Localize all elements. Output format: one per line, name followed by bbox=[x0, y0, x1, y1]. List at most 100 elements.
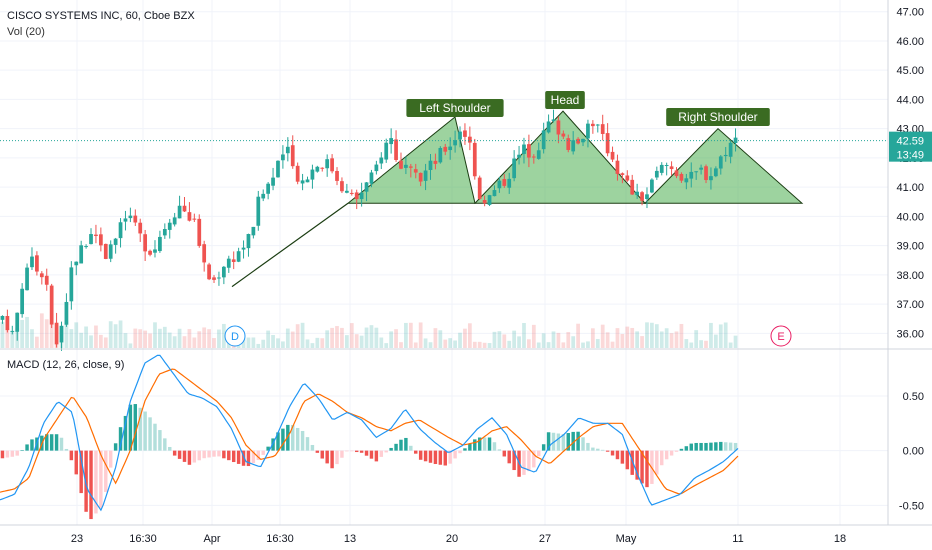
macd-hist-bar-82 bbox=[404, 437, 408, 451]
macd-hist-bar-136 bbox=[669, 450, 674, 456]
candle-body-120 bbox=[590, 123, 595, 127]
volume-bar-135 bbox=[664, 328, 669, 348]
macd-hist-bar-149 bbox=[733, 442, 738, 451]
candle-body-50 bbox=[246, 234, 251, 249]
candle-body-42 bbox=[207, 264, 211, 280]
candle-body-129 bbox=[635, 191, 640, 196]
candle-body-34 bbox=[167, 222, 172, 230]
macd-hist-bar-122 bbox=[600, 449, 605, 451]
candle-body-17 bbox=[84, 246, 88, 248]
macd-hist-bar-83 bbox=[409, 445, 413, 451]
macd-hist-bar-75 bbox=[369, 450, 374, 459]
candle-body-104 bbox=[512, 158, 517, 179]
candle-body-106 bbox=[522, 144, 526, 154]
candle-body-45 bbox=[221, 266, 226, 278]
macd-hist-bar-131 bbox=[645, 450, 649, 488]
volume-bar-62 bbox=[305, 339, 310, 348]
volume-bar-147 bbox=[723, 322, 728, 348]
macd-hist-bar-5 bbox=[25, 444, 29, 451]
volume-bar-10 bbox=[49, 320, 54, 348]
candle-body-93 bbox=[458, 131, 462, 140]
macd-hist-bar-42 bbox=[207, 450, 211, 458]
volume-bar-70 bbox=[344, 335, 349, 348]
y-tick-label-11: 36.00 bbox=[896, 328, 924, 340]
candle-body-107 bbox=[527, 144, 531, 158]
volume-bar-133 bbox=[654, 324, 659, 348]
candle-body-31 bbox=[153, 249, 157, 253]
left-shoulder-triangle bbox=[346, 116, 476, 204]
volume-bar-15 bbox=[74, 322, 79, 348]
volume-bar-2 bbox=[10, 331, 15, 348]
macd-hist-bar-110 bbox=[541, 444, 546, 451]
volume-bar-149 bbox=[733, 335, 738, 348]
volume-bar-145 bbox=[713, 334, 718, 348]
candle-body-13 bbox=[64, 301, 69, 325]
volume-bar-61 bbox=[300, 322, 305, 348]
candle-body-82 bbox=[404, 164, 408, 168]
volume-bar-27 bbox=[133, 328, 138, 348]
y-tick-label-6: 41.00 bbox=[896, 182, 924, 194]
macd-hist-bar-3 bbox=[15, 450, 19, 456]
macd-legend: MACD (12, 26, close, 9) bbox=[7, 359, 125, 371]
candle-body-105 bbox=[517, 154, 521, 158]
macd-hist-bar-108 bbox=[532, 450, 536, 468]
candle-body-61 bbox=[300, 180, 305, 184]
volume-bar-127 bbox=[625, 326, 630, 348]
candle-body-28 bbox=[138, 222, 143, 234]
macd-hist-bar-10 bbox=[49, 434, 54, 451]
candle-body-16 bbox=[79, 245, 84, 264]
macd-hist-bar-30 bbox=[148, 417, 152, 451]
volume-bar-91 bbox=[448, 338, 453, 348]
volume-bar-9 bbox=[44, 319, 49, 348]
macd-hist-bar-92 bbox=[453, 450, 457, 459]
macd-hist-bar-29 bbox=[143, 411, 147, 451]
macd-hist-bar-2 bbox=[10, 450, 15, 457]
y-tick-label-3: 44.00 bbox=[896, 94, 924, 106]
candle-body-9 bbox=[44, 275, 49, 285]
candle-body-88 bbox=[433, 160, 438, 164]
macd-hist-bar-99 bbox=[487, 437, 492, 451]
y-tick-label-8: 39.00 bbox=[896, 241, 924, 253]
volume-bar-136 bbox=[669, 333, 674, 348]
candle-body-49 bbox=[241, 247, 246, 250]
candle-body-41 bbox=[202, 244, 207, 263]
dividend-marker-circle bbox=[224, 325, 246, 347]
volume-bar-1 bbox=[5, 328, 10, 348]
candle-body-60 bbox=[295, 165, 300, 182]
volume-bar-84 bbox=[413, 342, 418, 348]
macd-hist-bar-66 bbox=[325, 450, 329, 464]
volume-bar-40 bbox=[197, 331, 202, 348]
volume-bar-98 bbox=[482, 342, 487, 348]
candle-body-39 bbox=[192, 218, 197, 220]
macd-hist-bar-22 bbox=[108, 450, 113, 468]
macd-layer bbox=[0, 348, 932, 520]
macd-hist-bar-141 bbox=[694, 442, 698, 451]
volume-bar-26 bbox=[128, 343, 133, 348]
annotations-layer: Left Shoulder Head Right Shoulder D E bbox=[224, 91, 792, 347]
x-tick-label-9: 18 bbox=[834, 533, 846, 545]
candle-body-69 bbox=[340, 181, 344, 192]
candle-body-47 bbox=[231, 259, 236, 262]
volume-bar-76 bbox=[374, 327, 379, 348]
macd-hist-bar-77 bbox=[379, 450, 384, 457]
macd-hist-bar-27 bbox=[133, 404, 138, 451]
candle-body-130 bbox=[640, 192, 644, 201]
macd-hist-bar-123 bbox=[605, 450, 610, 452]
macd-hist-bar-139 bbox=[684, 446, 689, 451]
volume-bar-129 bbox=[635, 331, 640, 348]
volume-bar-38 bbox=[187, 329, 192, 348]
candle-body-111 bbox=[546, 121, 551, 133]
volume-bar-102 bbox=[502, 334, 507, 348]
macd-hist-bar-128 bbox=[630, 450, 634, 475]
candle-body-76 bbox=[374, 164, 379, 172]
macd-hist-bar-67 bbox=[330, 450, 334, 469]
candle-body-123 bbox=[605, 133, 610, 154]
macd-hist-bar-50 bbox=[246, 450, 251, 467]
macd-hist-bar-49 bbox=[241, 450, 246, 466]
macd-hist-bar-12 bbox=[59, 437, 64, 451]
macd-hist-bar-45 bbox=[222, 450, 226, 459]
volume-bar-72 bbox=[354, 334, 359, 348]
macd-hist-bar-33 bbox=[163, 438, 167, 451]
